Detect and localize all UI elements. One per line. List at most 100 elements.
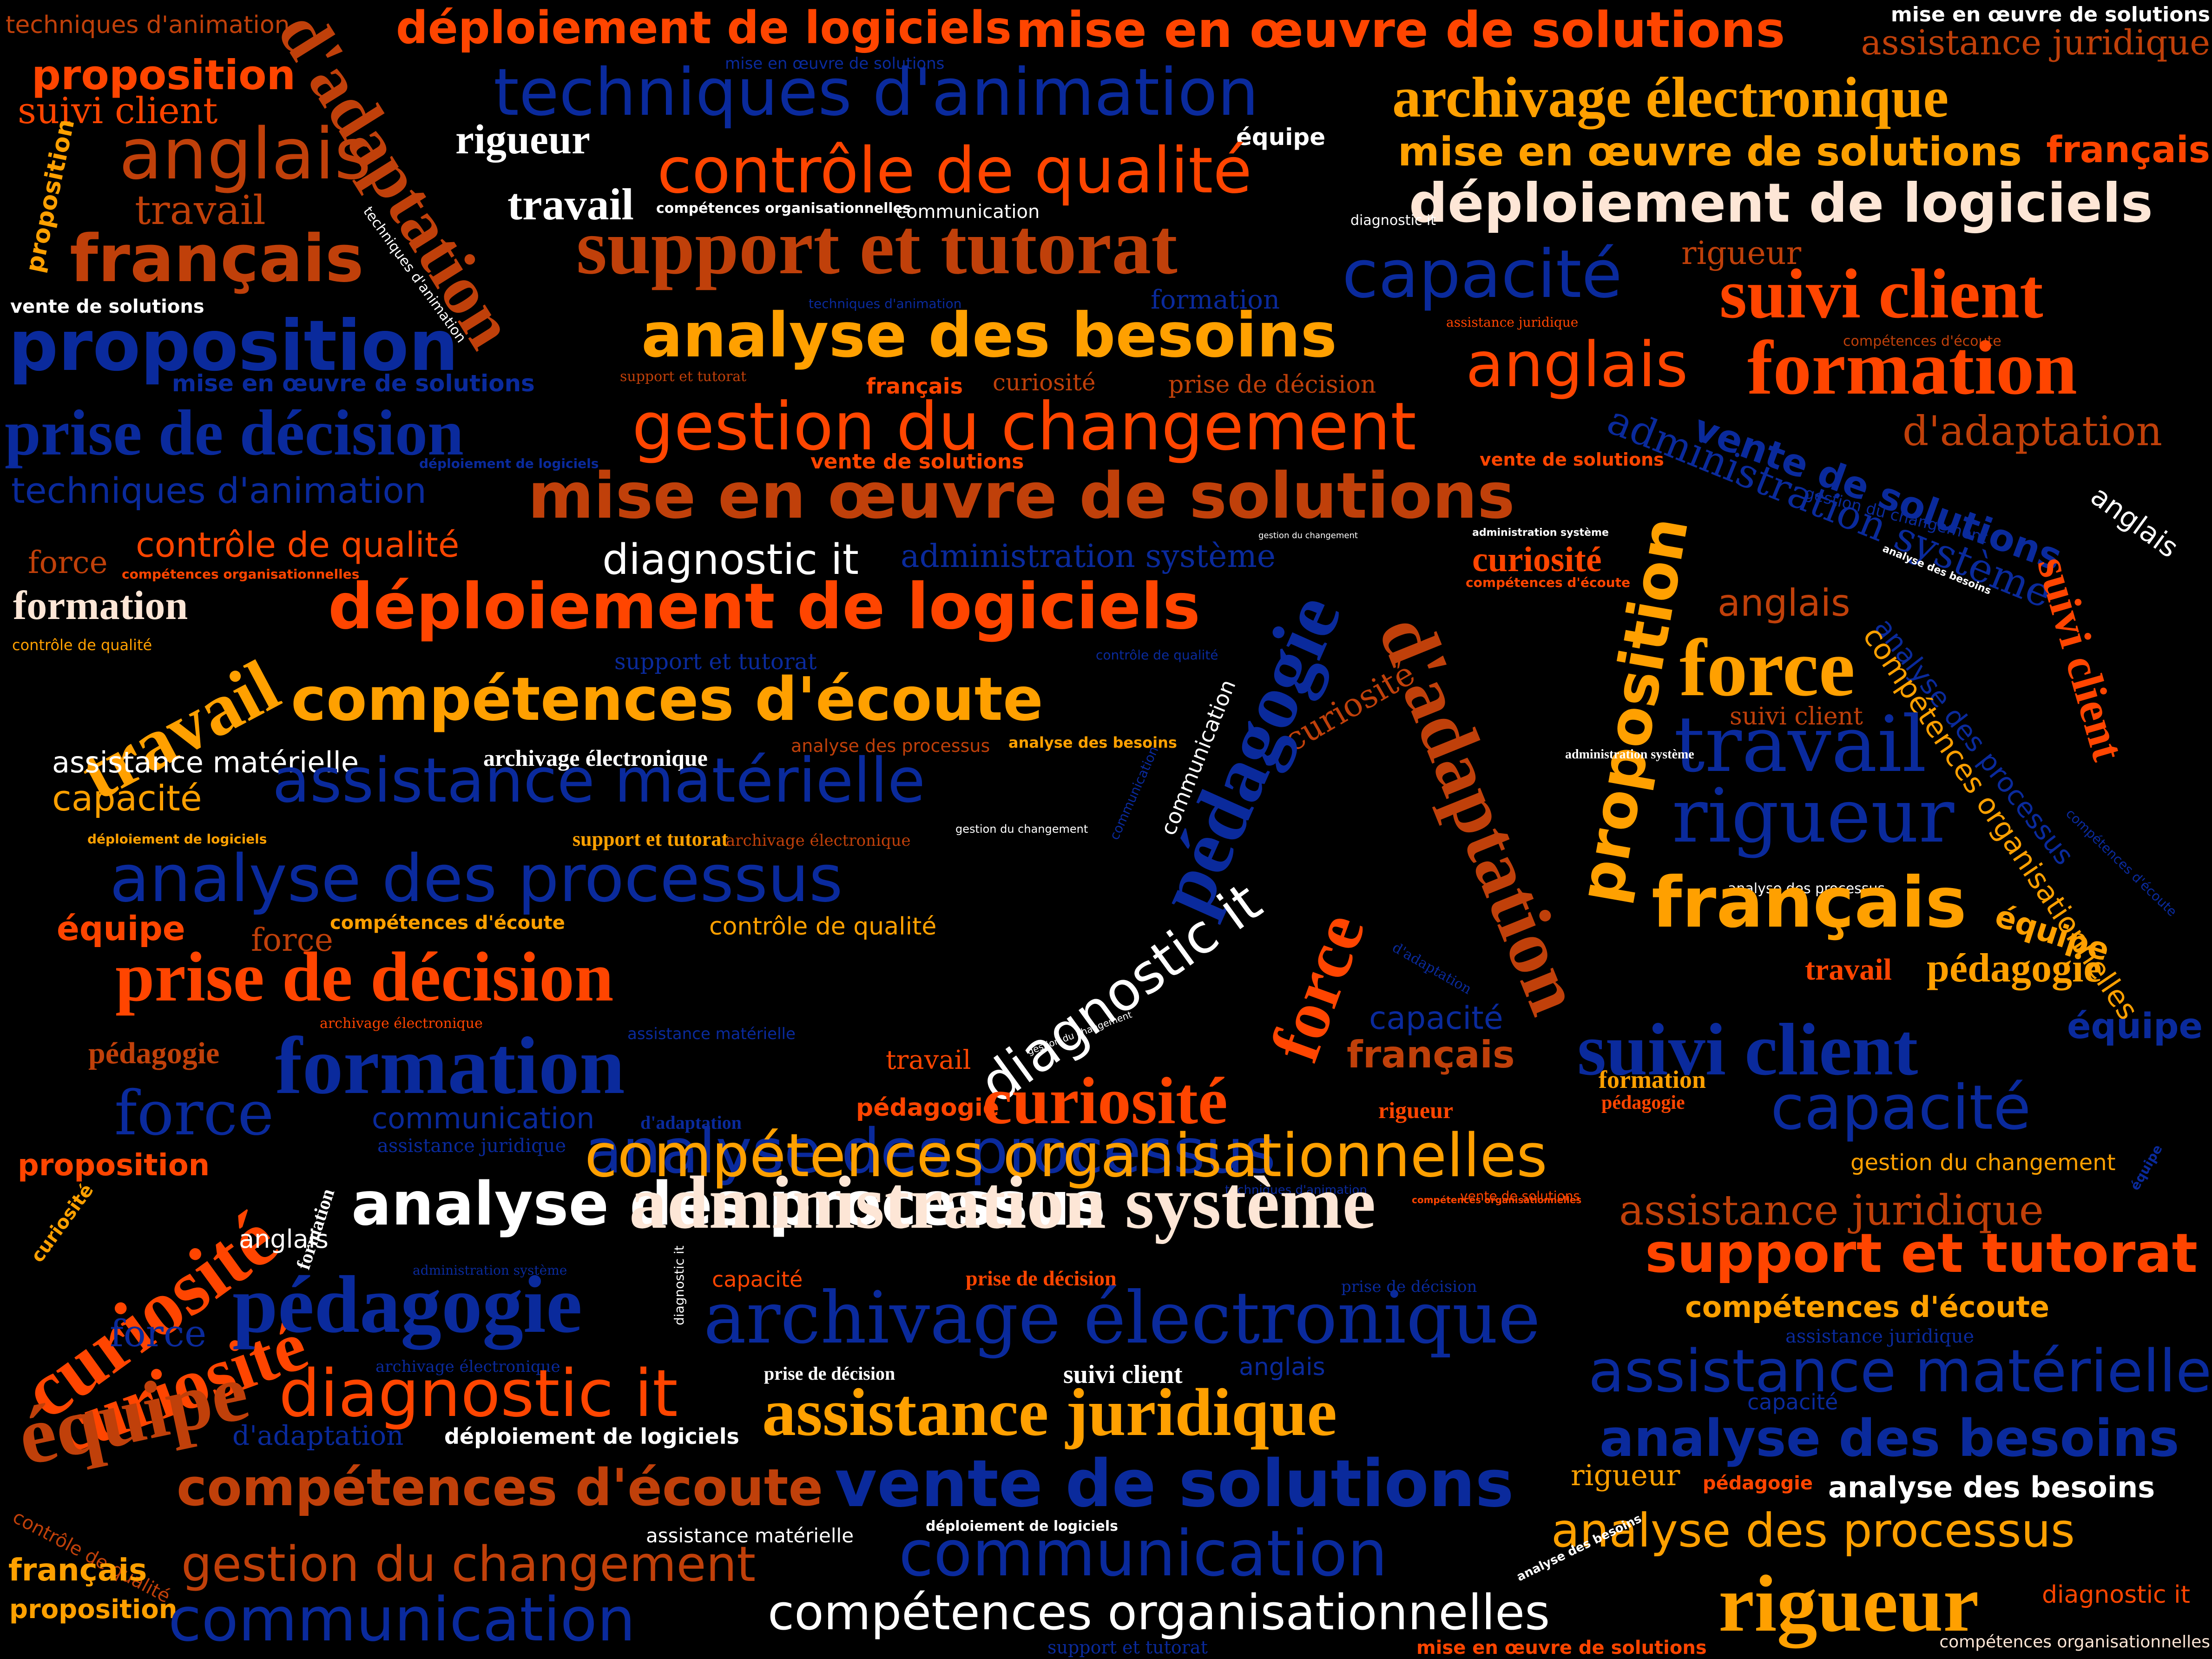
cloud-word: techniques d'animation [1225, 1183, 1367, 1197]
cloud-word: gestion du changement [1850, 1150, 2116, 1176]
cloud-word: rigueur [1571, 1458, 1680, 1492]
cloud-word: contrôle de qualité [709, 913, 937, 941]
cloud-word: suivi client [1730, 703, 1863, 731]
cloud-word: contrôle de qualité [657, 134, 1252, 208]
cloud-word: archivage électronique [483, 745, 708, 771]
cloud-word: archivage électronique [704, 1277, 1540, 1360]
cloud-word: gestion du changement [181, 1536, 756, 1593]
cloud-word: diagnostic it [2042, 1581, 2190, 1609]
cloud-word: administration système [1472, 527, 1609, 539]
cloud-word: d'adaptation [232, 1420, 404, 1451]
cloud-word: pédagogie [1927, 946, 2102, 991]
cloud-word: suivi client [18, 90, 218, 132]
cloud-word: prise de décision [1168, 371, 1376, 399]
cloud-word: archivage électronique [726, 831, 911, 850]
cloud-word: administration système [901, 538, 1276, 575]
cloud-word: travail [1674, 700, 1927, 790]
cloud-word: mise en œuvre de solutions [1398, 129, 2022, 175]
cloud-word: assistance juridique [1785, 1326, 1975, 1347]
cloud-word: analyse des besoins [641, 300, 1337, 371]
cloud-word: pédagogie [1601, 1092, 1685, 1113]
cloud-word: assistance juridique [762, 1375, 1337, 1450]
cloud-word: analyse des processus [110, 841, 843, 917]
cloud-word: déploiement de logiciels [328, 570, 1200, 644]
cloud-word: curiosité [982, 1064, 1228, 1138]
cloud-word: communication [168, 1584, 636, 1655]
cloud-word: diagnostic it [672, 1245, 687, 1325]
cloud-word: contrôle de qualité [136, 525, 460, 565]
cloud-word: communication [372, 1101, 595, 1135]
cloud-word: rigueur [455, 117, 590, 163]
cloud-word: analyse des processus [1728, 881, 1885, 897]
cloud-word: vente de solutions [1460, 1188, 1580, 1204]
cloud-word: travail [886, 1045, 971, 1075]
cloud-word: force [114, 1078, 274, 1149]
cloud-word: rigueur [1718, 1559, 1979, 1648]
cloud-word: assistance matérielle [627, 1025, 796, 1043]
cloud-word: techniques d'animation [11, 470, 427, 511]
cloud-word: prise de décision [5, 397, 464, 469]
cloud-word: anglais [119, 113, 371, 195]
cloud-word: prise de décision [1341, 1277, 1477, 1296]
cloud-word: proposition [9, 1594, 178, 1625]
cloud-word: assistance matérielle [272, 745, 926, 816]
cloud-word: compétences organisationnelles [122, 566, 360, 582]
cloud-word: archivage électronique [375, 1357, 560, 1376]
cloud-word: assistance matérielle [52, 745, 359, 779]
cloud-word: anglais [2084, 479, 2185, 565]
cloud-word: diagnostic it [602, 535, 859, 584]
cloud-word: déploiement de logiciels [1409, 172, 2153, 235]
cloud-word: français [8, 1552, 147, 1588]
cloud-word: équipe [2067, 1005, 2203, 1047]
cloud-word: archivage électronique [320, 1015, 483, 1032]
cloud-word: support et tutorat [1047, 1637, 1208, 1658]
cloud-word: déploiement de logiciels [444, 1424, 739, 1449]
cloud-word: français [866, 374, 963, 399]
cloud-word: analyse des besoins [1828, 1470, 2155, 1504]
cloud-word: rigueur [1672, 772, 1955, 859]
cloud-word: français [70, 221, 364, 297]
cloud-word: formation [1599, 1066, 1706, 1093]
cloud-word: pédagogie [1703, 1473, 1813, 1494]
cloud-word: force [28, 545, 108, 580]
cloud-word: curiosité [26, 1179, 98, 1267]
cloud-word: analyse des processus [351, 1170, 1106, 1239]
cloud-word: formation [1151, 285, 1280, 315]
cloud-word: vente de solutions [10, 296, 204, 317]
cloud-word: mise en œuvre de solutions [528, 460, 1515, 533]
cloud-word: pédagogie [232, 1259, 582, 1350]
cloud-word: contrôle de qualité [1096, 647, 1218, 663]
cloud-word: mise en œuvre de solutions [725, 54, 945, 73]
cloud-word: communication [896, 201, 1040, 223]
cloud-word: communication [1106, 744, 1162, 843]
cloud-word: proposition [18, 1148, 210, 1183]
cloud-word: mise en œuvre de solutions [1016, 1, 1785, 59]
cloud-word: diagnostic it [279, 1356, 678, 1432]
cloud-word: pédagogie [88, 1036, 220, 1070]
cloud-word: suivi client [1063, 1360, 1183, 1389]
cloud-word: travail [135, 187, 266, 234]
cloud-word: assistance juridique [1619, 1186, 2044, 1235]
cloud-word: pédagogie [856, 1094, 1000, 1122]
cloud-word: techniques d'animation [809, 296, 962, 311]
cloud-word: prise de décision [115, 938, 614, 1016]
cloud-word: capacité [712, 1267, 803, 1292]
cloud-word: déploiement de logiciels [87, 831, 267, 847]
cloud-word: compétences d'écoute [2063, 805, 2180, 920]
cloud-word: compétences organisationnelles [768, 1584, 1550, 1641]
cloud-word: communication [899, 1517, 1388, 1591]
cloud-word: compétences d'écoute [1685, 1290, 2050, 1324]
cloud-word: d'adaptation [1389, 939, 1475, 998]
cloud-word: prise de décision [966, 1266, 1117, 1290]
cloud-word: support et tutorat [1645, 1222, 2198, 1285]
cloud-word: mise en œuvre de solutions [1890, 3, 2210, 26]
cloud-word: gestion du changement [1258, 531, 1358, 540]
cloud-word: analyse des processus [791, 736, 990, 756]
cloud-word: support et tutorat [576, 203, 1178, 290]
cloud-word: compétences d'écoute [291, 665, 1043, 734]
cloud-word: compétences d'écoute [1843, 333, 2001, 349]
cloud-word: support et tutorat [620, 369, 747, 385]
cloud-word: mise en œuvre de solutions [172, 370, 535, 397]
cloud-word: compétences d'écoute [177, 1458, 823, 1517]
cloud-word: capacité [1369, 1000, 1503, 1037]
